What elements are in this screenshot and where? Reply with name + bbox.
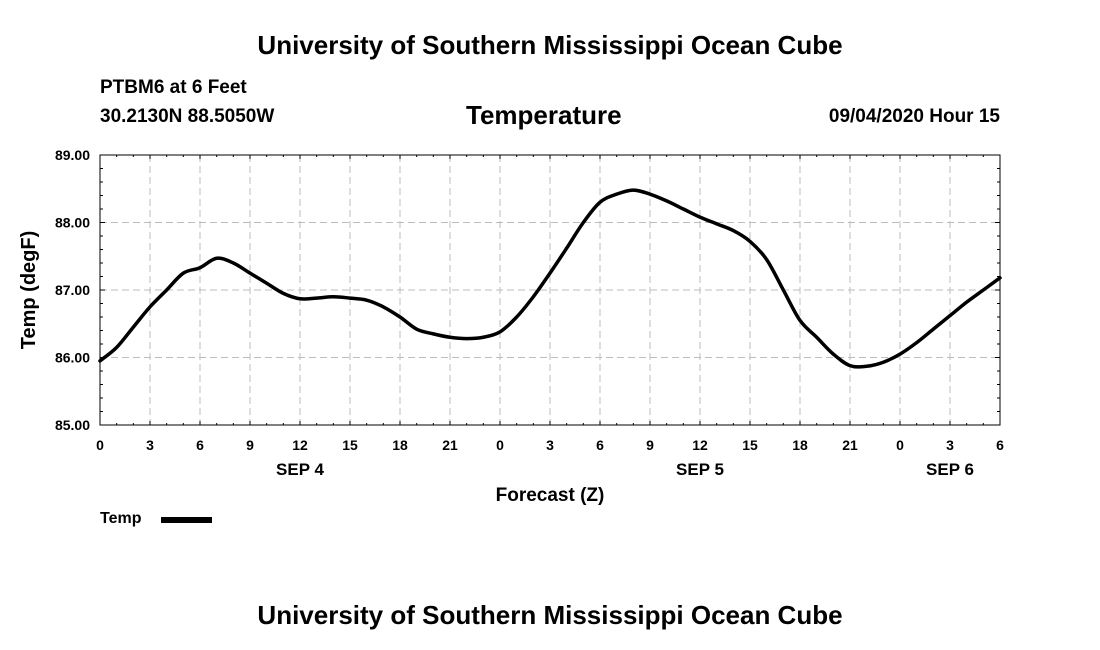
y-tick-label: 89.00 [55, 147, 90, 163]
grid-layer [100, 155, 1000, 425]
x-axis-title: Forecast (Z) [496, 485, 605, 506]
x-tick-label: 9 [646, 437, 654, 453]
parameter-title: Temperature [466, 100, 622, 130]
plot-frame [99, 154, 1001, 426]
y-axis-title: Temp (degF) [18, 231, 40, 350]
x-tick-label: 15 [742, 437, 758, 453]
x-tick-label: 3 [546, 437, 554, 453]
series-line-temp [98, 188, 1002, 369]
x-tick-label: 0 [896, 437, 904, 453]
x-tick-label: 3 [146, 437, 154, 453]
date-label: SEP 4 [276, 460, 324, 479]
bottom-title: University of Southern Mississippi Ocean… [257, 600, 843, 630]
y-tick-label: 86.00 [55, 350, 90, 366]
x-tick-label: 12 [292, 437, 308, 453]
date-label: SEP 5 [676, 460, 724, 479]
x-tick-label: 18 [792, 437, 808, 453]
y-tick-label: 87.00 [55, 282, 90, 298]
x-tick-label: 0 [96, 437, 104, 453]
legend-line-swatch [161, 517, 212, 523]
x-tick-label: 18 [392, 437, 408, 453]
x-tick-label: 6 [996, 437, 1004, 453]
series-layer [98, 188, 1002, 369]
label-layer: 0 3 6 9 12 15 18 21 0 3 6 9 12 15 18 21 0 3 6 85.00 86.00 87.… [18, 147, 1004, 506]
legend-label: Temp [100, 510, 142, 527]
coordinates-label: 30.2130N 88.5050W [100, 106, 275, 127]
datestamp-label: 09/04/2020 Hour 15 [828, 106, 1000, 127]
y-tick-label: 88.00 [55, 215, 90, 231]
axis-layer [99, 154, 1001, 426]
x-tick-label: 15 [342, 437, 358, 453]
x-tick-label: 21 [442, 437, 458, 453]
x-tick-label: 21 [842, 437, 858, 453]
x-tick-label: 6 [196, 437, 204, 453]
x-tick-label: 3 [946, 437, 954, 453]
x-tick-label: 9 [246, 437, 254, 453]
top-title: University of Southern Mississippi Ocean… [257, 30, 843, 60]
date-label: SEP 6 [926, 460, 974, 479]
y-tick-label: 85.00 [55, 417, 90, 433]
x-tick-label: 12 [692, 437, 708, 453]
x-tick-label: 0 [496, 437, 504, 453]
station-label: PTBM6 at 6 Feet [100, 77, 247, 98]
x-tick-label: 6 [596, 437, 604, 453]
